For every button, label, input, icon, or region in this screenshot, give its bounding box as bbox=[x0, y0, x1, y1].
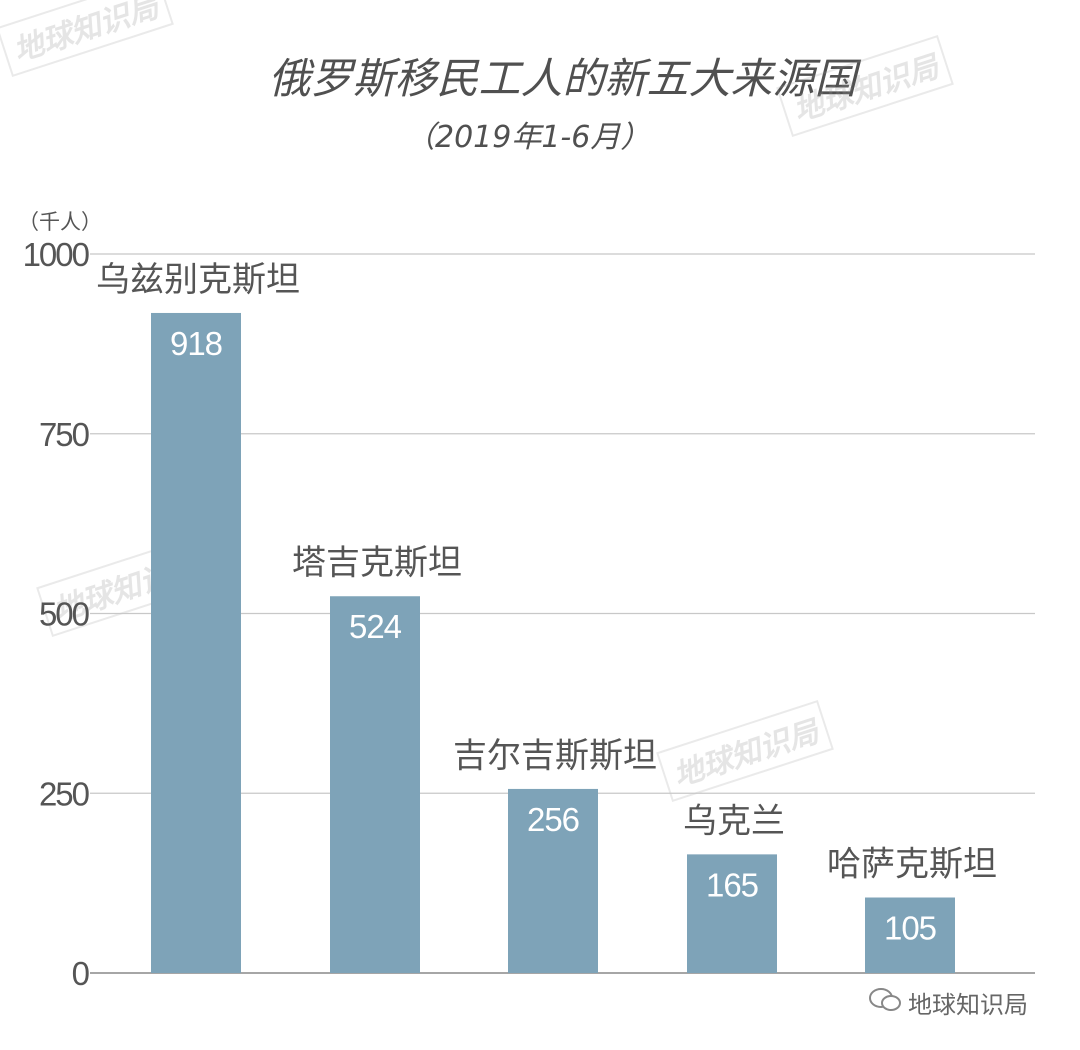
category-label: 塔吉克斯坦 bbox=[292, 543, 462, 583]
bar bbox=[687, 854, 777, 973]
category-label: 哈萨克斯坦 bbox=[827, 845, 997, 885]
wechat-icon bbox=[868, 987, 902, 1019]
bar bbox=[508, 788, 598, 973]
y-tick-label: 1000 bbox=[23, 236, 90, 273]
y-tick-label: 250 bbox=[39, 775, 90, 812]
y-tick-label: 0 bbox=[72, 955, 90, 992]
footer-brand: 地球知识局 bbox=[868, 985, 1028, 1020]
data-label: 256 bbox=[527, 801, 579, 838]
chart-title: 俄罗斯移民工人的新五大来源国 bbox=[268, 54, 857, 103]
y-tick-label: 750 bbox=[39, 416, 90, 453]
data-label: 165 bbox=[706, 866, 758, 903]
y-axis-unit: （千人） bbox=[18, 210, 102, 234]
bar bbox=[865, 897, 955, 973]
footer-text: 地球知识局 bbox=[908, 991, 1028, 1019]
category-label: 乌兹别克斯坦 bbox=[96, 260, 300, 300]
bar bbox=[151, 312, 241, 973]
data-label: 918 bbox=[170, 325, 222, 362]
category-label: 吉尔吉斯斯坦 bbox=[453, 736, 657, 776]
chart-subtitle: （2019年1-6月） bbox=[405, 120, 651, 155]
bar bbox=[330, 596, 420, 973]
data-label: 105 bbox=[884, 910, 936, 947]
data-label: 524 bbox=[349, 608, 402, 645]
category-label: 乌克兰 bbox=[683, 801, 785, 841]
y-tick-label: 500 bbox=[39, 596, 90, 633]
